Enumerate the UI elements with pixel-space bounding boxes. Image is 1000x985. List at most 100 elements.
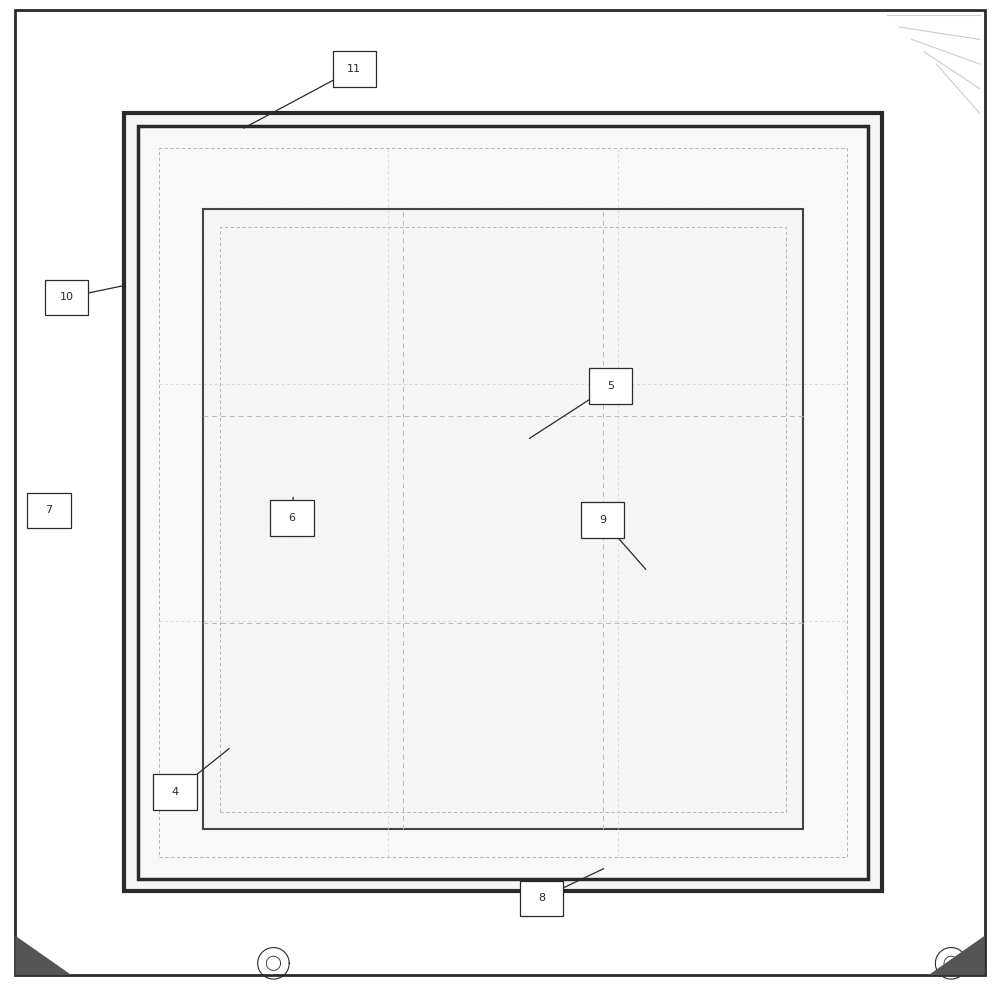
Point [297, 561, 313, 577]
Point [166, 463, 182, 479]
Point [281, 722, 297, 739]
Point [144, 152, 160, 167]
Point [626, 552, 642, 567]
Point [157, 613, 173, 628]
Point [716, 709, 732, 725]
Point [844, 540, 860, 556]
Point [758, 36, 774, 52]
Point [682, 908, 698, 924]
Point [242, 479, 258, 494]
Point [157, 792, 173, 808]
Point [643, 702, 659, 718]
Point [563, 796, 579, 812]
Point [285, 946, 301, 961]
Point [951, 433, 967, 449]
Point [474, 296, 490, 311]
Point [780, 745, 796, 760]
Point [131, 305, 147, 321]
Point [67, 497, 83, 514]
Point [716, 581, 732, 597]
Point [746, 715, 762, 731]
Point [551, 731, 567, 747]
Point [346, 577, 362, 593]
Point [154, 782, 170, 798]
Point [349, 100, 365, 116]
Point [255, 581, 271, 597]
Point [771, 395, 787, 412]
Point [652, 705, 668, 721]
Point [127, 244, 143, 260]
Point [703, 812, 719, 827]
Point [451, 702, 467, 718]
Point [285, 818, 301, 833]
Point [502, 177, 518, 193]
Point [294, 402, 310, 418]
Point [716, 796, 732, 812]
Point [746, 536, 762, 552]
Point [361, 561, 377, 577]
Point [346, 603, 362, 620]
Point [332, 210, 348, 226]
Point [963, 587, 979, 603]
Point [886, 574, 902, 590]
Point [294, 617, 310, 632]
Point [502, 729, 518, 745]
Point [242, 351, 258, 366]
Point [269, 719, 285, 735]
Point [652, 489, 668, 504]
Point [217, 581, 233, 597]
Point [371, 399, 387, 415]
Point [16, 843, 32, 859]
Point [323, 664, 339, 680]
Point [679, 693, 695, 709]
Point [626, 210, 642, 226]
Point [140, 782, 156, 798]
Point [742, 680, 758, 695]
Point [413, 49, 429, 65]
Point [400, 741, 416, 756]
Point [563, 500, 579, 516]
Point [781, 565, 797, 581]
Point [272, 395, 288, 412]
Point [255, 873, 271, 888]
Point [844, 476, 860, 492]
Point [217, 693, 233, 709]
Point [588, 219, 604, 234]
Point [874, 805, 890, 821]
Point [525, 565, 541, 581]
Point [387, 664, 403, 680]
Point [601, 155, 617, 171]
Point [229, 517, 245, 533]
Point [835, 587, 851, 603]
Point [105, 88, 121, 103]
Point [602, 373, 618, 389]
Point [297, 497, 313, 514]
Point [409, 719, 425, 735]
Point [54, 88, 70, 103]
Point [243, 168, 259, 184]
Point [67, 818, 83, 833]
Point [448, 833, 464, 849]
Point [730, 642, 746, 658]
Point [396, 821, 412, 837]
Point [179, 782, 195, 798]
Point [349, 433, 365, 449]
Point [396, 556, 412, 571]
Point [511, 680, 527, 695]
Point [639, 526, 655, 542]
Point [438, 254, 454, 270]
Point [665, 284, 681, 299]
Point [912, 229, 928, 244]
Point [614, 181, 630, 197]
Point [473, 526, 489, 542]
Point [755, 693, 771, 709]
Point [281, 617, 297, 632]
Point [576, 168, 592, 184]
Point [694, 549, 710, 564]
Point [566, 792, 582, 808]
Point [153, 745, 169, 760]
Point [951, 626, 967, 642]
Point [396, 168, 412, 184]
Point [857, 514, 873, 530]
Point [733, 305, 749, 321]
